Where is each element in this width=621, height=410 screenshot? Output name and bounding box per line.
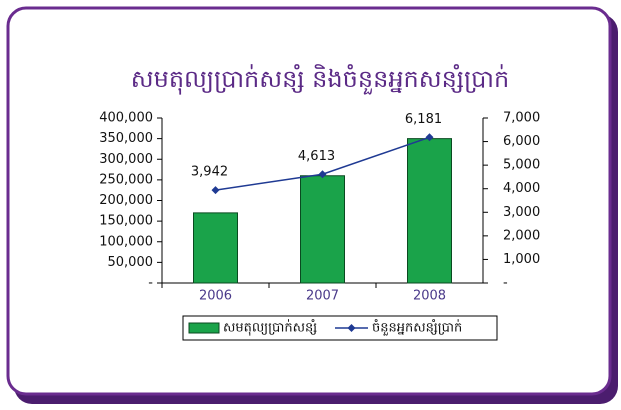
y-tick-label: 150,000 — [99, 214, 153, 229]
y2-tick-label: 1,000 — [503, 252, 540, 267]
bar — [193, 212, 238, 284]
y2-tick-label: 2,000 — [503, 228, 540, 243]
y-tick-label: 50,000 — [108, 255, 154, 270]
y-tick-label: 200,000 — [99, 193, 153, 208]
legend-label: ចំនួនអ្នកសន្សំប្រាក់ — [372, 319, 462, 337]
y-tick-label: - — [148, 276, 153, 291]
legend-label: សមតុល្យប្រាក់សន្សំ — [223, 319, 317, 337]
y2-tick-label: - — [503, 276, 508, 291]
x-tick-label: 2008 — [413, 289, 446, 304]
data-label: 3,942 — [191, 165, 228, 180]
y2-tick-label: 7,000 — [503, 111, 540, 126]
bar — [300, 175, 345, 284]
y-tick-label: 350,000 — [99, 131, 153, 146]
marker — [211, 186, 220, 195]
y2-tick-label: 4,000 — [503, 181, 540, 196]
y2-tick-label: 6,000 — [503, 134, 540, 149]
marker — [318, 170, 327, 179]
data-label: 6,181 — [405, 112, 442, 127]
y-tick-label: 300,000 — [99, 152, 153, 167]
y2-tick-label: 5,000 — [503, 158, 540, 173]
y-tick-label: 250,000 — [99, 172, 153, 187]
legend-marker — [347, 324, 356, 332]
chart-title: សមតុល្យប្រាក់សន្សំ និងចំនួនអ្នកសន្សំប្រា… — [131, 64, 510, 95]
x-tick-label: 2006 — [199, 289, 232, 304]
legend-swatch — [188, 322, 220, 334]
y-tick-label: 400,000 — [99, 111, 153, 126]
x-tick-label: 2007 — [306, 289, 339, 304]
marker — [425, 133, 434, 142]
y2-tick-label: 3,000 — [503, 205, 540, 220]
y-tick-label: 100,000 — [99, 234, 153, 249]
bar — [407, 138, 452, 284]
data-label: 4,613 — [298, 149, 335, 164]
